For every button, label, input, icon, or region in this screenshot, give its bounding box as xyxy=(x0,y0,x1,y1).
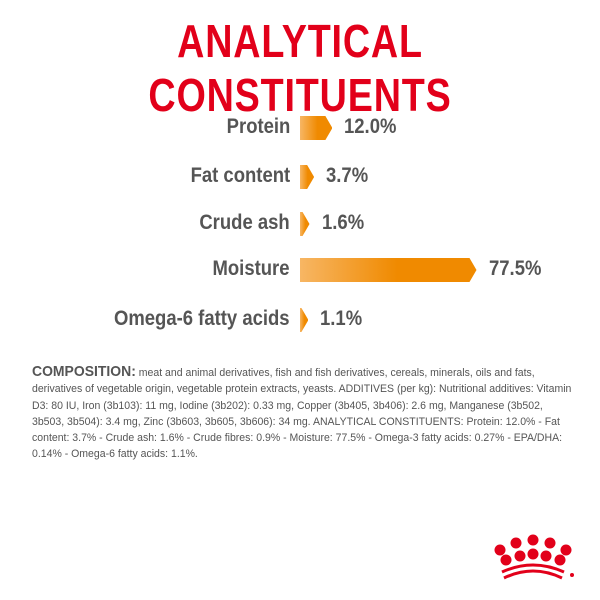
composition-heading: COMPOSITION: xyxy=(32,363,136,380)
category-label: Protein xyxy=(226,115,290,138)
category-label: Moisture xyxy=(212,257,290,280)
composition-body: meat and animal derivatives, fish and fi… xyxy=(32,367,572,461)
page-title: ANALYTICAL CONSTITUENTS xyxy=(148,15,452,121)
bar xyxy=(300,258,477,282)
bar xyxy=(300,212,310,236)
category-label: Omega-6 fatty acids xyxy=(114,307,290,330)
royal-canin-crown-icon xyxy=(494,534,574,580)
composition-text: COMPOSITION: meat and animal derivatives… xyxy=(32,363,576,463)
category-label: Crude ash xyxy=(199,211,290,234)
constituents-chart: Protein 12.0% Fat content 3.7% Crude ash 1.6%… xyxy=(114,115,541,350)
value-label: 1.6% xyxy=(321,211,364,234)
bar xyxy=(300,116,332,140)
value-label: 12.0% xyxy=(344,115,397,138)
category-label: Fat content xyxy=(190,164,290,187)
value-label: 77.5% xyxy=(488,257,541,280)
value-label: 1.1% xyxy=(320,307,363,330)
value-label: 3.7% xyxy=(326,164,369,187)
bar xyxy=(300,165,314,189)
bar xyxy=(300,308,308,332)
